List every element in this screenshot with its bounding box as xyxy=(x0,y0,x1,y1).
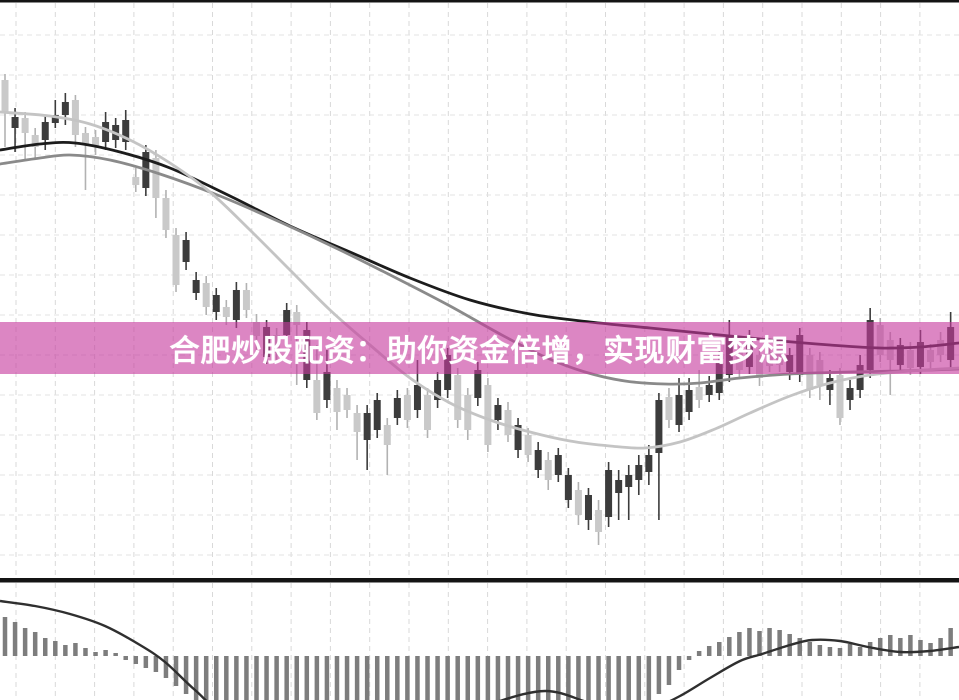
top-border xyxy=(0,0,959,3)
ma-fast xyxy=(0,110,959,450)
signal-line xyxy=(0,599,959,700)
panel-divider xyxy=(0,578,959,583)
promo-banner: 合肥炒股配资：助你资金倍增，实现财富梦想 xyxy=(0,322,959,374)
promo-banner-title: 合肥炒股配资：助你资金倍增，实现财富梦想 xyxy=(169,334,790,369)
